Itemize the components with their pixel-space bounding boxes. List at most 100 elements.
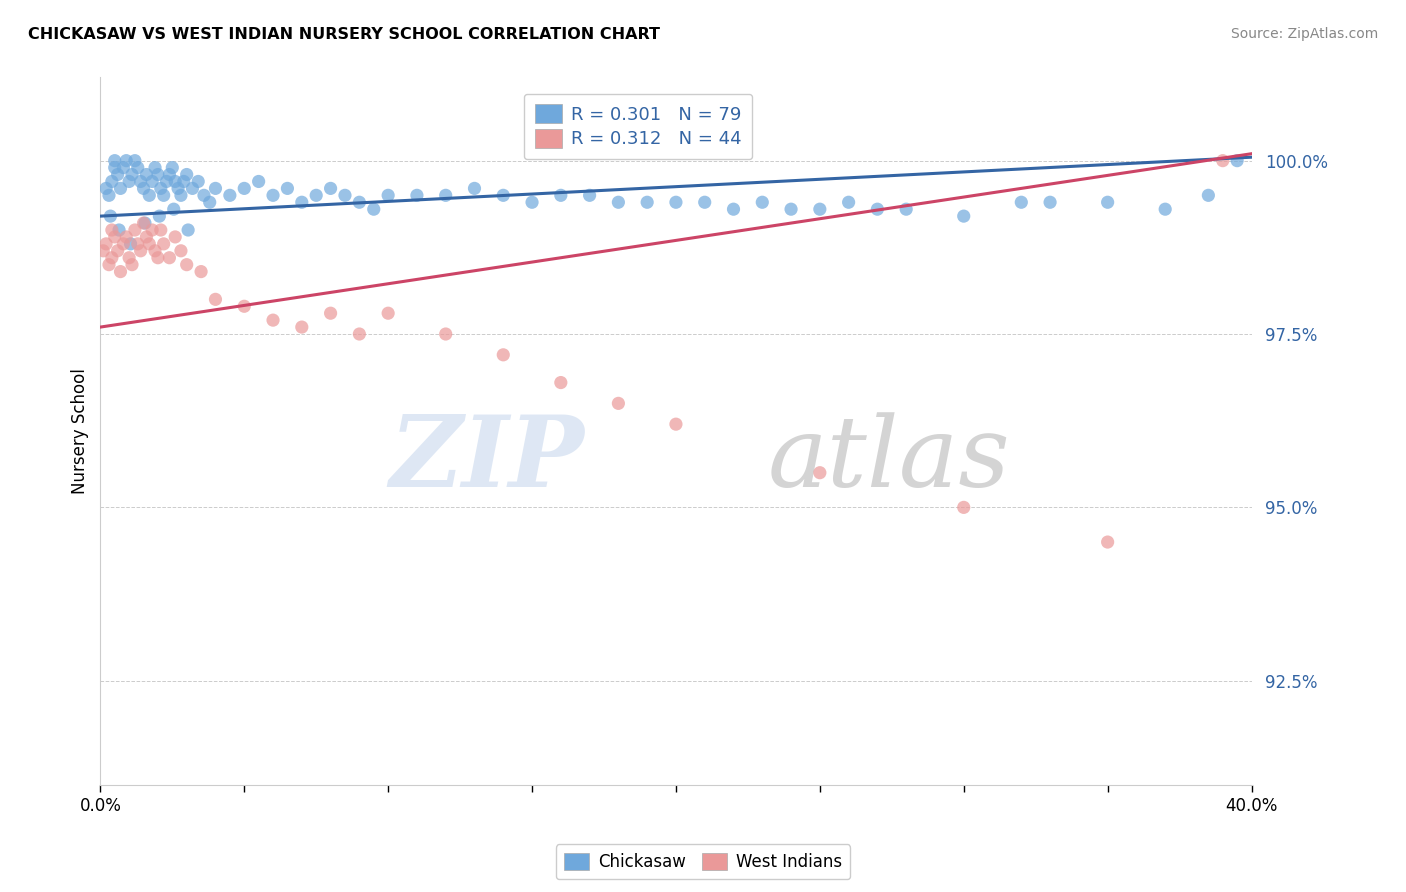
Point xyxy=(98,188,121,202)
Point xyxy=(377,306,399,320)
Point xyxy=(187,174,209,188)
Point xyxy=(952,500,974,515)
Point xyxy=(165,230,187,244)
Point xyxy=(101,174,124,188)
Point xyxy=(177,223,200,237)
Point xyxy=(1039,195,1062,210)
Point xyxy=(578,188,600,202)
Point xyxy=(162,161,184,175)
Point xyxy=(124,153,146,168)
Point xyxy=(492,348,515,362)
Point xyxy=(94,181,117,195)
Point xyxy=(141,223,163,237)
Point xyxy=(349,195,371,210)
Point xyxy=(121,168,143,182)
Point xyxy=(121,258,143,272)
Point xyxy=(550,188,572,202)
Point xyxy=(808,466,831,480)
Point xyxy=(1197,188,1219,202)
Point xyxy=(118,174,141,188)
Point xyxy=(118,251,141,265)
Point xyxy=(104,230,127,244)
Point xyxy=(838,195,860,210)
Point xyxy=(138,236,160,251)
Point xyxy=(152,188,174,202)
Point xyxy=(107,168,129,182)
Point xyxy=(149,223,172,237)
Point xyxy=(204,293,226,307)
Point xyxy=(291,320,314,334)
Point xyxy=(896,202,918,217)
Point xyxy=(163,202,186,217)
Point xyxy=(134,216,156,230)
Point xyxy=(141,174,163,188)
Point xyxy=(434,326,457,341)
Point xyxy=(607,195,630,210)
Point xyxy=(305,188,328,202)
Point xyxy=(550,376,572,390)
Point xyxy=(124,223,146,237)
Point xyxy=(1097,195,1119,210)
Point xyxy=(132,216,155,230)
Point xyxy=(149,181,172,195)
Y-axis label: Nursery School: Nursery School xyxy=(72,368,89,494)
Point xyxy=(866,202,889,217)
Legend: R = 0.301   N = 79, R = 0.312   N = 44: R = 0.301 N = 79, R = 0.312 N = 44 xyxy=(524,94,752,160)
Point xyxy=(155,174,177,188)
Point xyxy=(492,188,515,202)
Point xyxy=(157,251,180,265)
Point xyxy=(808,202,831,217)
Point xyxy=(1212,153,1234,168)
Text: ZIP: ZIP xyxy=(389,411,583,508)
Point xyxy=(157,168,180,182)
Point xyxy=(204,181,226,195)
Point xyxy=(276,181,298,195)
Point xyxy=(120,236,142,251)
Point xyxy=(406,188,429,202)
Point xyxy=(218,188,240,202)
Point xyxy=(176,168,198,182)
Point xyxy=(143,161,166,175)
Point xyxy=(94,236,117,251)
Point xyxy=(170,188,193,202)
Point xyxy=(138,188,160,202)
Point xyxy=(198,195,221,210)
Point xyxy=(193,188,215,202)
Point xyxy=(108,223,131,237)
Point xyxy=(363,202,385,217)
Point xyxy=(115,230,138,244)
Point xyxy=(723,202,745,217)
Point xyxy=(129,244,152,258)
Point xyxy=(148,209,170,223)
Point xyxy=(520,195,543,210)
Point xyxy=(110,181,132,195)
Point xyxy=(132,181,155,195)
Point xyxy=(146,251,169,265)
Point xyxy=(176,258,198,272)
Point xyxy=(170,244,193,258)
Point xyxy=(127,236,149,251)
Point xyxy=(780,202,803,217)
Point xyxy=(333,188,356,202)
Point xyxy=(665,417,688,432)
Point xyxy=(104,161,127,175)
Point xyxy=(107,244,129,258)
Point xyxy=(190,264,212,278)
Point xyxy=(319,306,342,320)
Point xyxy=(262,188,284,202)
Point xyxy=(146,168,169,182)
Point xyxy=(167,181,190,195)
Point xyxy=(751,195,773,210)
Point xyxy=(98,258,121,272)
Text: CHICKASAW VS WEST INDIAN NURSERY SCHOOL CORRELATION CHART: CHICKASAW VS WEST INDIAN NURSERY SCHOOL … xyxy=(28,27,661,42)
Point xyxy=(377,188,399,202)
Point xyxy=(233,181,256,195)
Text: atlas: atlas xyxy=(768,412,1011,507)
Point xyxy=(101,251,124,265)
Point xyxy=(665,195,688,210)
Point xyxy=(104,153,127,168)
Point xyxy=(1010,195,1032,210)
Point xyxy=(463,181,485,195)
Point xyxy=(1226,153,1249,168)
Legend: Chickasaw, West Indians: Chickasaw, West Indians xyxy=(555,845,851,880)
